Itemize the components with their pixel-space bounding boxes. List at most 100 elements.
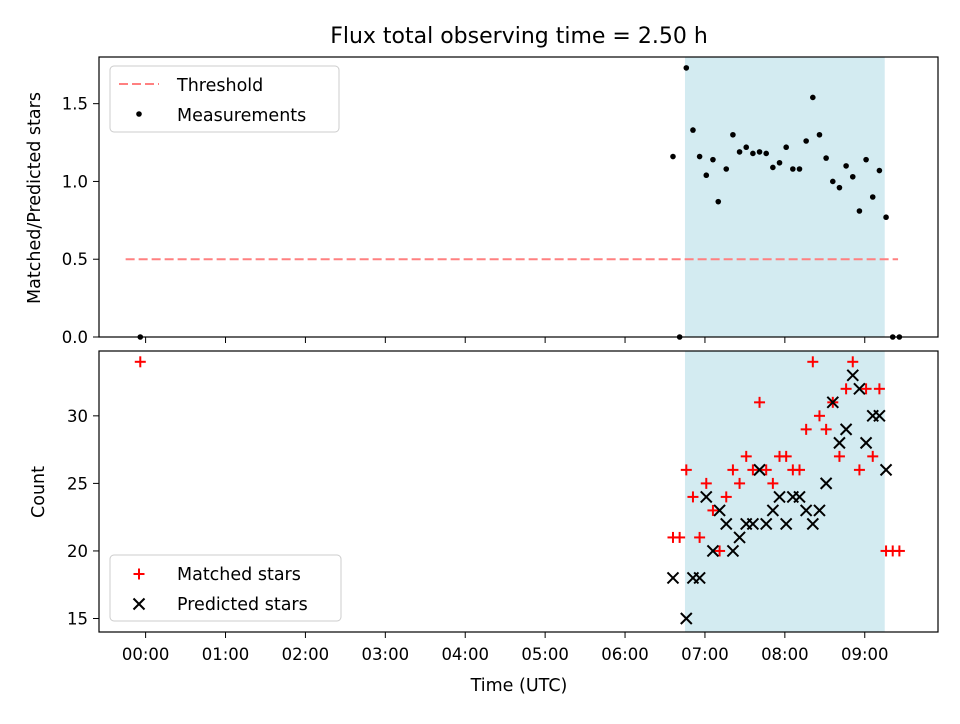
- legend-measurement-swatch: [136, 111, 142, 117]
- matched-star-point: [873, 383, 885, 395]
- predicted-star-point: [826, 396, 839, 409]
- bottom-y-axis-label: Count: [29, 466, 49, 518]
- x-tick-label: 05:00: [521, 645, 569, 664]
- x-tick-label: 07:00: [681, 645, 729, 664]
- legend: Matched stars Predicted stars: [109, 554, 342, 622]
- measurement-point: [723, 166, 730, 172]
- matched-star-point: [860, 383, 872, 395]
- y-tick-label: 30: [67, 407, 88, 426]
- measurement-point: [730, 131, 736, 138]
- matched-star-point: [720, 491, 732, 503]
- legend-box: [109, 554, 342, 622]
- legend: Threshold Measurements: [109, 65, 340, 133]
- measurement-point: [710, 156, 716, 163]
- x-tick-label: 08:00: [761, 645, 809, 664]
- x-tick-label: 06:00: [601, 645, 649, 664]
- matched-star-point: [134, 356, 146, 368]
- matched-star-point: [734, 477, 746, 489]
- measurement-point: [836, 184, 843, 191]
- legend-label: Measurements: [177, 106, 306, 126]
- measurement-point: [756, 149, 763, 155]
- measurement-point: [715, 198, 722, 205]
- measurement-point: [849, 173, 856, 180]
- y-tick-label: 0.5: [62, 250, 88, 269]
- legend-label: Predicted stars: [177, 595, 308, 615]
- predicted-star-point: [859, 436, 873, 450]
- measurement-point: [696, 153, 703, 160]
- matched-star-point: [893, 545, 905, 557]
- measurement-point: [883, 214, 889, 221]
- measurement-point: [796, 166, 803, 172]
- x-tick-label: 00:00: [122, 645, 170, 664]
- predicted-star-point: [759, 517, 773, 531]
- matched-star-point: [694, 531, 706, 543]
- predicted-star-point: [806, 517, 820, 531]
- predicted-star-point: [693, 571, 706, 585]
- y-tick-label: 25: [67, 474, 88, 493]
- matched-star-point: [680, 464, 692, 476]
- y-tick-label: 20: [67, 542, 88, 561]
- matched-star-point: [853, 464, 865, 476]
- measurement-point: [816, 131, 823, 138]
- measurement-point: [876, 167, 883, 174]
- predicted-star-point: [813, 504, 826, 517]
- measurement-point: [829, 178, 836, 185]
- predicted-star-point: [819, 477, 833, 490]
- plot-frame: [98, 56, 939, 338]
- predicted-star-point: [753, 463, 766, 477]
- legend-matched-swatch: [133, 568, 145, 580]
- figure-title: Flux total observing time = 2.50 h: [330, 24, 708, 49]
- measurement-point: [790, 166, 796, 172]
- measurement-point: [869, 194, 876, 200]
- x-tick-label: 04:00: [441, 645, 489, 664]
- matched-star-point: [840, 383, 852, 395]
- measurement-point: [743, 144, 750, 151]
- matched-star-point: [747, 464, 759, 476]
- predicted-star-point: [779, 517, 793, 531]
- predicted-star-point: [733, 531, 746, 544]
- predicted-star-point: [853, 382, 866, 396]
- bottom-panel: 00:00 01:00 02:00 03:00 04:00 05:00 06:00 07:00…: [67, 350, 939, 664]
- y-tick-label: 1.5: [62, 95, 88, 114]
- measurement-point: [736, 149, 743, 155]
- matched-star-point: [767, 477, 779, 489]
- predicted-star-point: [666, 571, 680, 585]
- predicted-star-point: [746, 517, 760, 531]
- measurement-point: [690, 127, 696, 133]
- y-tick-label: 0.0: [62, 328, 88, 347]
- matched-star-point: [714, 545, 726, 557]
- predicted-star-point: [873, 409, 886, 423]
- legend-label: Matched stars: [177, 565, 301, 585]
- measurement-point: [770, 164, 776, 171]
- predicted-star-point: [766, 504, 780, 517]
- measurement-point: [803, 138, 809, 144]
- matched-star-point: [813, 410, 825, 422]
- matched-star-point: [807, 356, 819, 368]
- legend-predicted-swatch: [132, 597, 146, 611]
- predicted-star-point: [833, 436, 846, 450]
- measurement-point: [763, 150, 770, 157]
- measurement-point: [810, 94, 816, 101]
- matched-star-point: [727, 464, 739, 476]
- matched-star-point: [707, 504, 719, 516]
- measurement-point: [703, 172, 710, 179]
- x-tick-label: 09:00: [841, 645, 889, 664]
- measurement-point: [776, 159, 783, 166]
- predicted-star-point: [700, 490, 713, 504]
- plot-frame: [98, 350, 939, 633]
- matched-star-point: [820, 423, 832, 435]
- measurement-point: [843, 163, 849, 169]
- x-tick-label: 02:00: [282, 645, 330, 664]
- predicted-star-point: [879, 463, 893, 477]
- matched-star-point: [754, 396, 766, 408]
- matched-star-point: [847, 356, 859, 368]
- matched-star-point: [700, 477, 712, 489]
- y-tick-label: 1.0: [62, 172, 88, 191]
- measurement-point: [863, 156, 869, 163]
- measurement-point: [783, 144, 789, 151]
- predicted-star-point: [773, 490, 786, 504]
- measurement-point: [750, 150, 756, 157]
- matched-star-point: [793, 464, 805, 476]
